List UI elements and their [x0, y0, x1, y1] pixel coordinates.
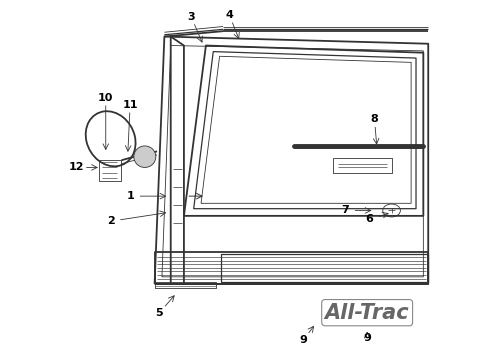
- Text: 9: 9: [363, 333, 371, 343]
- Text: 6: 6: [366, 215, 373, 224]
- Text: 3: 3: [188, 12, 195, 22]
- Text: All-Trac: All-Trac: [325, 303, 410, 323]
- Text: 7: 7: [342, 206, 349, 216]
- Ellipse shape: [134, 146, 156, 167]
- Text: 2: 2: [107, 216, 115, 226]
- Text: 10: 10: [98, 93, 113, 103]
- Text: 9: 9: [300, 334, 308, 345]
- Text: 8: 8: [370, 114, 378, 124]
- Text: 11: 11: [122, 100, 138, 110]
- Text: 4: 4: [225, 10, 233, 20]
- Text: 5: 5: [156, 308, 163, 318]
- Text: 12: 12: [69, 162, 84, 172]
- Text: 1: 1: [126, 191, 134, 201]
